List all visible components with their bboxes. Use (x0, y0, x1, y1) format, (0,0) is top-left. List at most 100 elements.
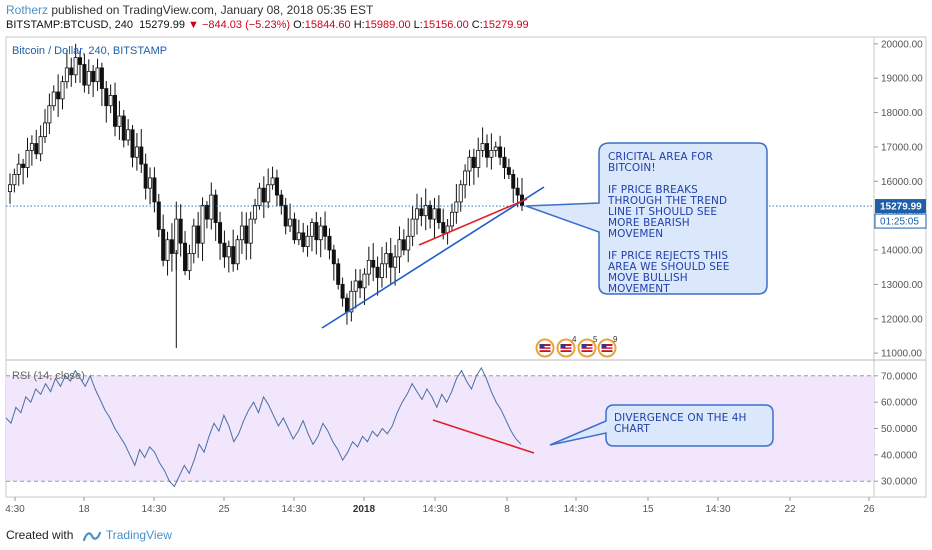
candle-body (209, 194, 214, 220)
candle (292, 212, 297, 244)
last-price-tag-text: 15279.99 (880, 202, 922, 213)
candle (489, 133, 494, 170)
candle-body (257, 187, 262, 206)
candle (16, 153, 21, 186)
candle (362, 268, 367, 305)
open-value: 15844.60 (304, 19, 351, 31)
candle (366, 246, 371, 286)
candle (213, 189, 218, 241)
rsi-axis-label: 70.0000 (881, 371, 918, 382)
candle (484, 134, 489, 168)
candle (305, 225, 310, 257)
candle-body (73, 57, 78, 76)
candle-body (104, 88, 109, 107)
candle (148, 167, 153, 205)
candle (423, 188, 428, 231)
candle-body (82, 64, 87, 86)
candle-body (419, 208, 424, 217)
candle (113, 82, 118, 137)
candle-body (56, 91, 61, 100)
candle-body (196, 225, 201, 244)
candle-body (261, 187, 266, 203)
candle-body (362, 273, 367, 289)
candle (222, 230, 227, 268)
candle (244, 212, 249, 260)
candle (12, 168, 17, 193)
candle-body (493, 146, 498, 151)
candle-body (476, 149, 481, 168)
candle-body (279, 194, 284, 206)
candle (274, 169, 279, 207)
candle-body (301, 232, 306, 248)
price-axis-label: 18000.00 (881, 108, 923, 119)
price-axis-label: 16000.00 (881, 177, 923, 188)
us-flag-event-icon: 9 (597, 335, 618, 358)
candle (73, 43, 78, 83)
candle-body (148, 177, 153, 189)
candle-body (336, 263, 341, 285)
candle (126, 119, 131, 146)
candle (51, 85, 56, 111)
candle (344, 293, 349, 325)
candle-body (489, 149, 494, 158)
price-axis-label: 13000.00 (881, 280, 923, 291)
flag-stripes (539, 344, 551, 352)
event-count: 4 (572, 335, 577, 344)
candle-body (117, 115, 122, 127)
candle (379, 246, 384, 288)
candle (152, 167, 157, 213)
candle-body (506, 167, 511, 175)
candle-body (358, 280, 363, 289)
candle-body (134, 146, 139, 158)
candle (95, 58, 100, 91)
candle (248, 211, 253, 260)
candle-body (511, 174, 516, 189)
candle-body (47, 105, 52, 124)
candle-body (86, 70, 91, 86)
open-label: O: (293, 19, 305, 31)
candle-body (121, 115, 126, 141)
candle-body (379, 263, 384, 278)
candle-body (283, 204, 288, 227)
price-axis-label: 14000.00 (881, 246, 923, 257)
candle (91, 65, 96, 97)
candle (231, 229, 236, 272)
change-value: −844.03 (−5.23%) (201, 19, 291, 31)
candle-body (296, 232, 301, 241)
close-label: C: (471, 19, 483, 31)
candle (261, 176, 266, 219)
us-flag-event-icon: 4 (556, 335, 577, 358)
candle-body (393, 256, 398, 268)
candle (283, 197, 288, 235)
candle-body (388, 253, 393, 268)
rsi-axis-label: 40.0000 (881, 450, 918, 461)
candle-body (288, 218, 293, 227)
flag-stripe (560, 348, 572, 351)
candle (60, 75, 65, 110)
candle (511, 169, 516, 204)
candle (7, 173, 12, 204)
candle-body (161, 229, 166, 261)
author-link[interactable]: Rotherz (6, 3, 49, 17)
red-trendline (418, 198, 528, 246)
rsi-divergence-line (432, 419, 535, 454)
flag-stripes (560, 344, 572, 352)
candle-body (108, 95, 113, 107)
candle-body (60, 81, 65, 100)
candle-body (244, 225, 249, 244)
candle (266, 168, 271, 209)
candle-body (467, 156, 472, 172)
candle (226, 240, 231, 273)
candle-body (458, 184, 463, 203)
candle (86, 59, 91, 94)
candle-body (38, 136, 43, 155)
flag-canton (539, 344, 545, 348)
price-axis-label: 20000.00 (881, 39, 923, 50)
candle-body (204, 204, 209, 220)
candle-body (16, 163, 21, 175)
tradingview-brand-link[interactable]: TradingView (105, 528, 172, 542)
candle (130, 124, 135, 168)
candle-body (21, 163, 26, 168)
candle (358, 269, 363, 299)
